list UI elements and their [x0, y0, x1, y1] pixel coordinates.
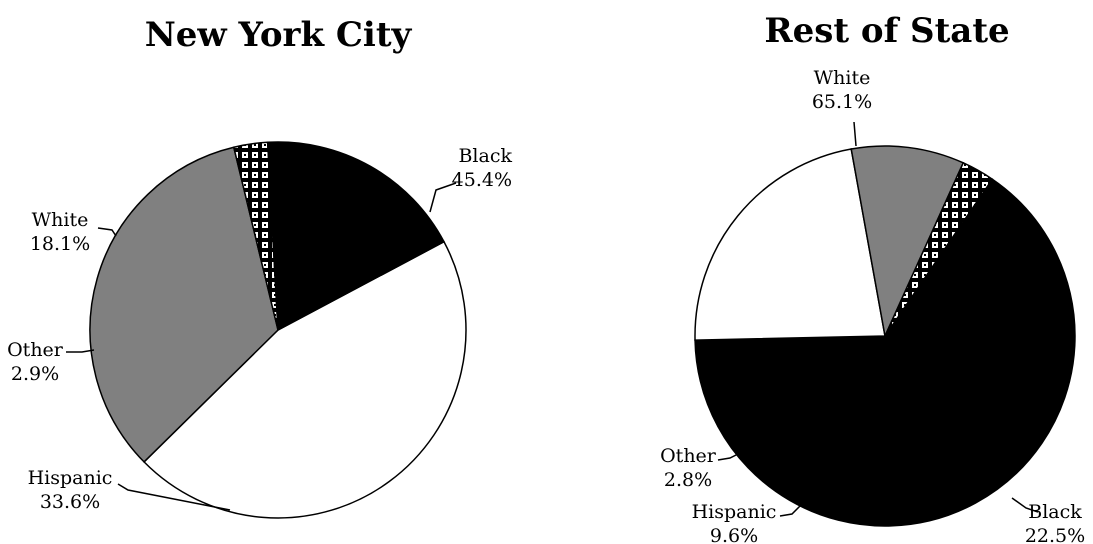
slice-label-black: Black [1028, 501, 1082, 523]
slice-value-black: 22.5% [1025, 525, 1085, 544]
pie-slice-white [266, 141, 446, 332]
pie-slice-white [694, 178, 1076, 527]
leader-line-black [1011, 497, 1039, 513]
pie-nyc [89, 141, 467, 519]
slice-value-other: 2.9% [11, 363, 59, 385]
slice-label-other: Other [7, 339, 64, 361]
leader-line-hispanic [779, 505, 801, 517]
leader-line-white [97, 227, 117, 237]
pie-slice-black [694, 148, 886, 341]
leader-line-hispanic [117, 483, 231, 511]
slice-label-black: Black [458, 145, 512, 167]
slice-label-other: Other [660, 445, 717, 467]
slice-value-white: 18.1% [30, 233, 90, 255]
leader-line-other [717, 451, 743, 461]
slice-label-white: White [814, 67, 871, 89]
slice-value-hispanic: 9.6% [710, 525, 758, 544]
leader-line-black [429, 182, 457, 213]
chart-title-rest-of-state: Rest of State [764, 11, 1009, 51]
slice-value-hispanic: 33.6% [40, 491, 100, 513]
slice-label-hispanic: Hispanic [28, 467, 113, 489]
pie-slice-hispanic [89, 146, 279, 463]
pie-slice-black [142, 240, 467, 519]
leader-line-other [66, 349, 95, 353]
pie-rest-of-state [694, 145, 1076, 527]
leader-line-white [853, 121, 857, 147]
slice-label-white: White [32, 209, 89, 231]
slice-value-black: 45.4% [452, 169, 512, 191]
slice-label-hispanic: Hispanic [692, 501, 777, 523]
slice-value-other: 2.8% [664, 469, 712, 491]
pie-slice-other [884, 161, 994, 337]
slice-value-white: 65.1% [812, 91, 872, 113]
pie-slice-hispanic [850, 145, 965, 339]
chart-title-nyc: New York City [145, 15, 413, 55]
